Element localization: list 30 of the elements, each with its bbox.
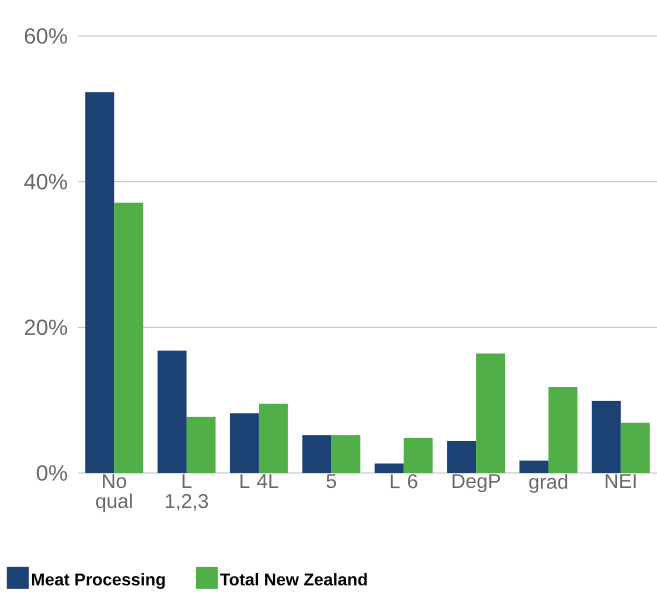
y-tick-label: 0%: [36, 465, 68, 481]
bar: [620, 422, 650, 473]
x-tick-label: L 6: [390, 474, 418, 488]
x-tick-label: NEI: [606, 474, 636, 488]
legend-label: Meat Processing: [32, 573, 165, 589]
bar: [548, 387, 578, 473]
x-tick-label: L 1,2,3: [166, 474, 208, 511]
bar: [592, 400, 621, 473]
x-tick-label: DegP: [452, 474, 500, 492]
bar: [447, 440, 476, 473]
x-tick-label: L 4L: [240, 474, 278, 488]
y-tick-label: 20%: [24, 320, 68, 336]
bar: [114, 202, 144, 473]
y-tick-label: 60%: [24, 28, 68, 44]
y-tick-label: 40%: [24, 174, 68, 190]
x-tick-label: 5: [326, 474, 336, 488]
x-tick-label: No qual: [96, 474, 132, 512]
bar: [158, 350, 187, 473]
bar: [258, 404, 288, 473]
bar: [85, 92, 114, 473]
x-tick-label: grad: [529, 474, 568, 493]
bar: [404, 438, 433, 473]
legend-label: Total New Zealand: [220, 573, 367, 586]
bar: [302, 435, 332, 473]
bar: [186, 416, 216, 473]
bar: [476, 354, 506, 473]
bar: [374, 464, 404, 473]
bar: [230, 413, 259, 473]
bar: [519, 460, 548, 473]
bar: [331, 435, 360, 473]
